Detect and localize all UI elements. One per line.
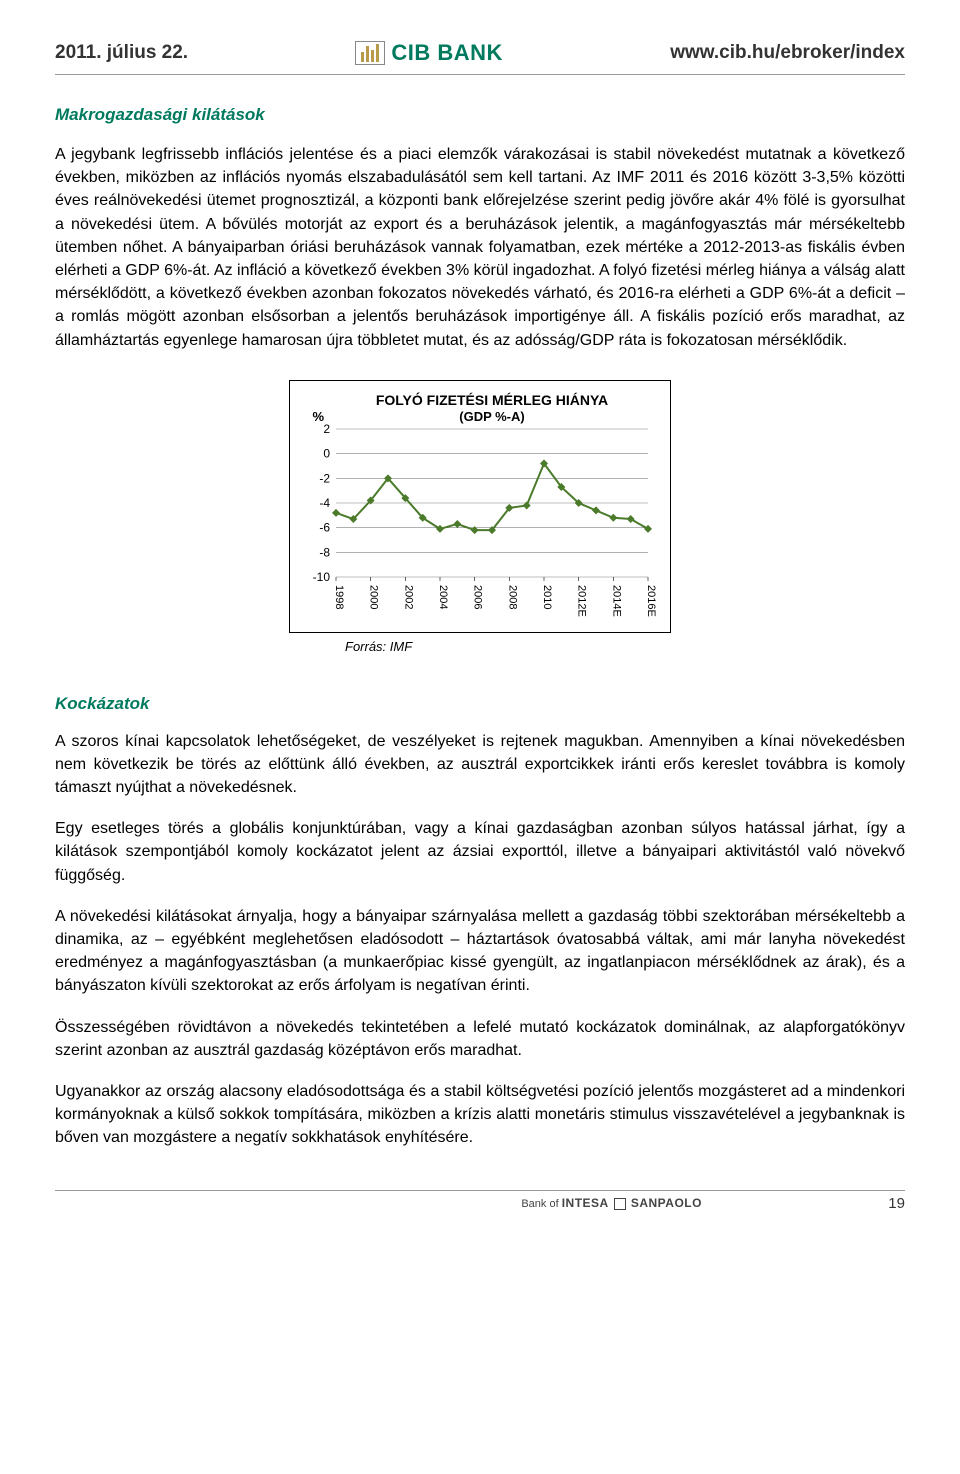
svg-text:2006: 2006 <box>472 585 484 609</box>
risks-title: Kockázatok <box>55 694 905 714</box>
footer-square-icon <box>614 1198 626 1210</box>
chart-svg: FOLYÓ FIZETÉSI MÉRLEG HIÁNYA(GDP %-A)%20… <box>298 389 658 619</box>
svg-text:-8: -8 <box>319 545 330 559</box>
header-date: 2011. július 22. <box>55 42 188 64</box>
svg-text:FOLYÓ FIZETÉSI MÉRLEG HIÁNYA: FOLYÓ FIZETÉSI MÉRLEG HIÁNYA <box>376 391 608 408</box>
cib-logo-icon <box>355 41 385 65</box>
current-account-chart: FOLYÓ FIZETÉSI MÉRLEG HIÁNYA(GDP %-A)%20… <box>289 380 671 633</box>
page-number: 19 <box>888 1195 905 1212</box>
macro-outlook-body: A jegybank legfrissebb inflációs jelenté… <box>55 143 905 352</box>
svg-text:2008: 2008 <box>506 585 518 609</box>
svg-text:-10: -10 <box>313 570 331 584</box>
svg-text:2010: 2010 <box>541 585 553 609</box>
chart-source: Forrás: IMF <box>345 639 905 654</box>
macro-outlook-title: Makrogazdasági kilátások <box>55 105 905 125</box>
footer-sanpaolo: SANPAOLO <box>631 1196 702 1210</box>
risks-p4: Összességében rövidtávon a növekedés tek… <box>55 1016 905 1062</box>
svg-text:2014E: 2014E <box>610 585 622 617</box>
page-header: 2011. július 22. CIB BANK www.cib.hu/ebr… <box>55 40 905 66</box>
svg-text:1998: 1998 <box>333 585 345 609</box>
svg-text:2016E: 2016E <box>645 585 657 617</box>
svg-text:2012E: 2012E <box>576 585 588 617</box>
header-divider <box>55 74 905 75</box>
cib-logo: CIB BANK <box>355 40 503 66</box>
cib-logo-text: CIB BANK <box>391 40 503 66</box>
risks-p3: A növekedési kilátásokat árnyalja, hogy … <box>55 905 905 998</box>
footer-intesa: INTESA <box>562 1196 609 1210</box>
risks-p5: Ugyanakkor az ország alacsony eladósodot… <box>55 1080 905 1150</box>
svg-text:2: 2 <box>323 422 330 436</box>
page-footer: Bank of INTESA SANPAOLO 19 <box>55 1190 905 1212</box>
svg-text:-6: -6 <box>319 520 330 534</box>
svg-text:-4: -4 <box>319 496 330 510</box>
chart-container: FOLYÓ FIZETÉSI MÉRLEG HIÁNYA(GDP %-A)%20… <box>55 380 905 633</box>
footer-intesa-logo: Bank of INTESA SANPAOLO <box>521 1196 702 1210</box>
svg-text:2004: 2004 <box>437 585 449 609</box>
risks-p1: A szoros kínai kapcsolatok lehetőségeket… <box>55 730 905 800</box>
footer-bank-of: Bank of <box>521 1198 558 1210</box>
risks-p2: Egy esetleges törés a globális konjunktú… <box>55 817 905 887</box>
svg-text:0: 0 <box>323 446 330 460</box>
svg-text:2000: 2000 <box>368 585 380 609</box>
svg-text:-2: -2 <box>319 471 330 485</box>
svg-text:(GDP %-A): (GDP %-A) <box>459 409 524 424</box>
svg-text:2002: 2002 <box>402 585 414 609</box>
header-url: www.cib.hu/ebroker/index <box>670 42 905 64</box>
